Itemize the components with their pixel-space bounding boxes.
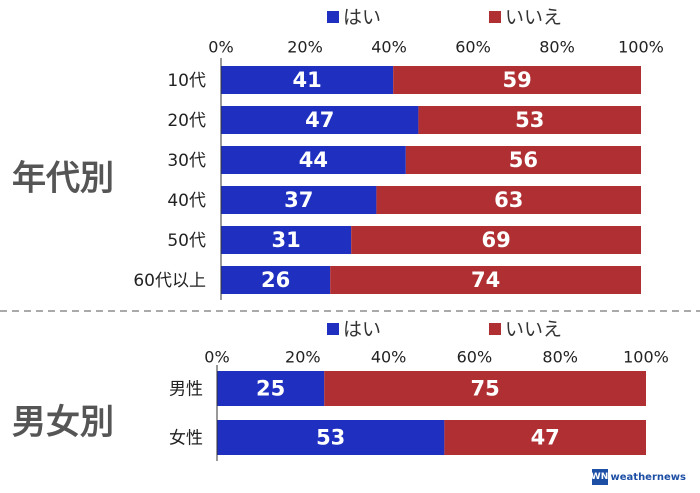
legend-swatch-0-1 <box>489 11 501 23</box>
bar-0-3-0 <box>221 186 377 214</box>
data-label-0-2-1: 56 <box>509 148 538 172</box>
bar-0-4-0 <box>221 226 352 254</box>
x-tick-label-0-0: 0% <box>208 38 233 57</box>
bar-0-0-0 <box>221 66 394 94</box>
x-tick-label-1-5: 100% <box>623 348 669 367</box>
x-tick-label-0-2: 40% <box>371 38 407 57</box>
legend-label-1-1: いいえ <box>505 319 562 341</box>
x-tick-label-0-3: 60% <box>455 38 491 57</box>
bar-0-0-1 <box>393 66 641 94</box>
x-tick-label-1-3: 60% <box>457 348 493 367</box>
data-label-1-1-1: 47 <box>531 426 560 450</box>
weathernews-logo: WN weathernews <box>591 469 686 485</box>
legend-swatch-1-0 <box>327 323 339 335</box>
weathernews-logo-icon: WN <box>591 469 608 485</box>
data-label-0-2-0: 44 <box>299 148 328 172</box>
x-tick-label-1-1: 20% <box>285 348 321 367</box>
bar-0-4-1 <box>351 226 641 254</box>
bar-0-3-1 <box>376 186 641 214</box>
legend-label-0-1: いいえ <box>505 7 562 29</box>
bar-1-1-0 <box>217 420 445 455</box>
group-label-1: 男女別 <box>12 403 114 443</box>
data-label-0-5-1: 74 <box>471 268 500 292</box>
x-tick-label-1-0: 0% <box>204 348 229 367</box>
x-tick-label-0-5: 100% <box>618 38 664 57</box>
data-label-0-5-0: 26 <box>261 268 290 292</box>
data-label-1-0-0: 25 <box>256 377 285 401</box>
logo-text: weathernews <box>610 471 686 483</box>
bar-0-5-1 <box>330 266 641 294</box>
data-label-0-4-1: 69 <box>481 228 510 252</box>
data-label-0-0-0: 41 <box>292 68 321 92</box>
legend-swatch-1-1 <box>489 323 501 335</box>
bar-1-0-1 <box>324 371 646 406</box>
category-label-1-0: 男性 <box>169 380 203 400</box>
data-label-0-3-1: 63 <box>494 188 523 212</box>
data-label-0-4-0: 31 <box>271 228 300 252</box>
bar-0-1-0 <box>221 106 419 134</box>
legend-label-0-0: はい <box>343 7 381 29</box>
x-tick-label-0-1: 20% <box>287 38 323 57</box>
bar-1-0-0 <box>217 371 325 406</box>
group-label-0: 年代別 <box>12 159 114 199</box>
bar-1-1-1 <box>444 420 646 455</box>
category-label-0-1: 20代 <box>167 111 206 131</box>
category-label-0-3: 40代 <box>167 191 206 211</box>
category-label-0-0: 10代 <box>167 71 206 91</box>
x-tick-label-1-2: 40% <box>371 348 407 367</box>
bar-0-1-1 <box>418 106 641 134</box>
bar-0-5-0 <box>221 266 331 294</box>
category-label-0-2: 30代 <box>167 151 206 171</box>
data-label-1-0-1: 75 <box>471 377 500 401</box>
category-label-0-5: 60代以上 <box>133 271 206 291</box>
x-tick-label-0-4: 80% <box>539 38 575 57</box>
data-label-1-1-0: 53 <box>316 426 345 450</box>
data-label-0-3-0: 37 <box>284 188 313 212</box>
category-label-0-4: 50代 <box>167 231 206 251</box>
category-label-1-1: 女性 <box>169 429 203 449</box>
data-label-0-1-1: 53 <box>515 108 544 132</box>
x-tick-label-1-4: 80% <box>542 348 578 367</box>
legend-label-1-0: はい <box>343 319 381 341</box>
data-label-0-0-1: 59 <box>502 68 531 92</box>
bar-0-2-0 <box>221 146 406 174</box>
bar-0-2-1 <box>405 146 641 174</box>
legend-swatch-0-0 <box>327 11 339 23</box>
data-label-0-1-0: 47 <box>305 108 334 132</box>
